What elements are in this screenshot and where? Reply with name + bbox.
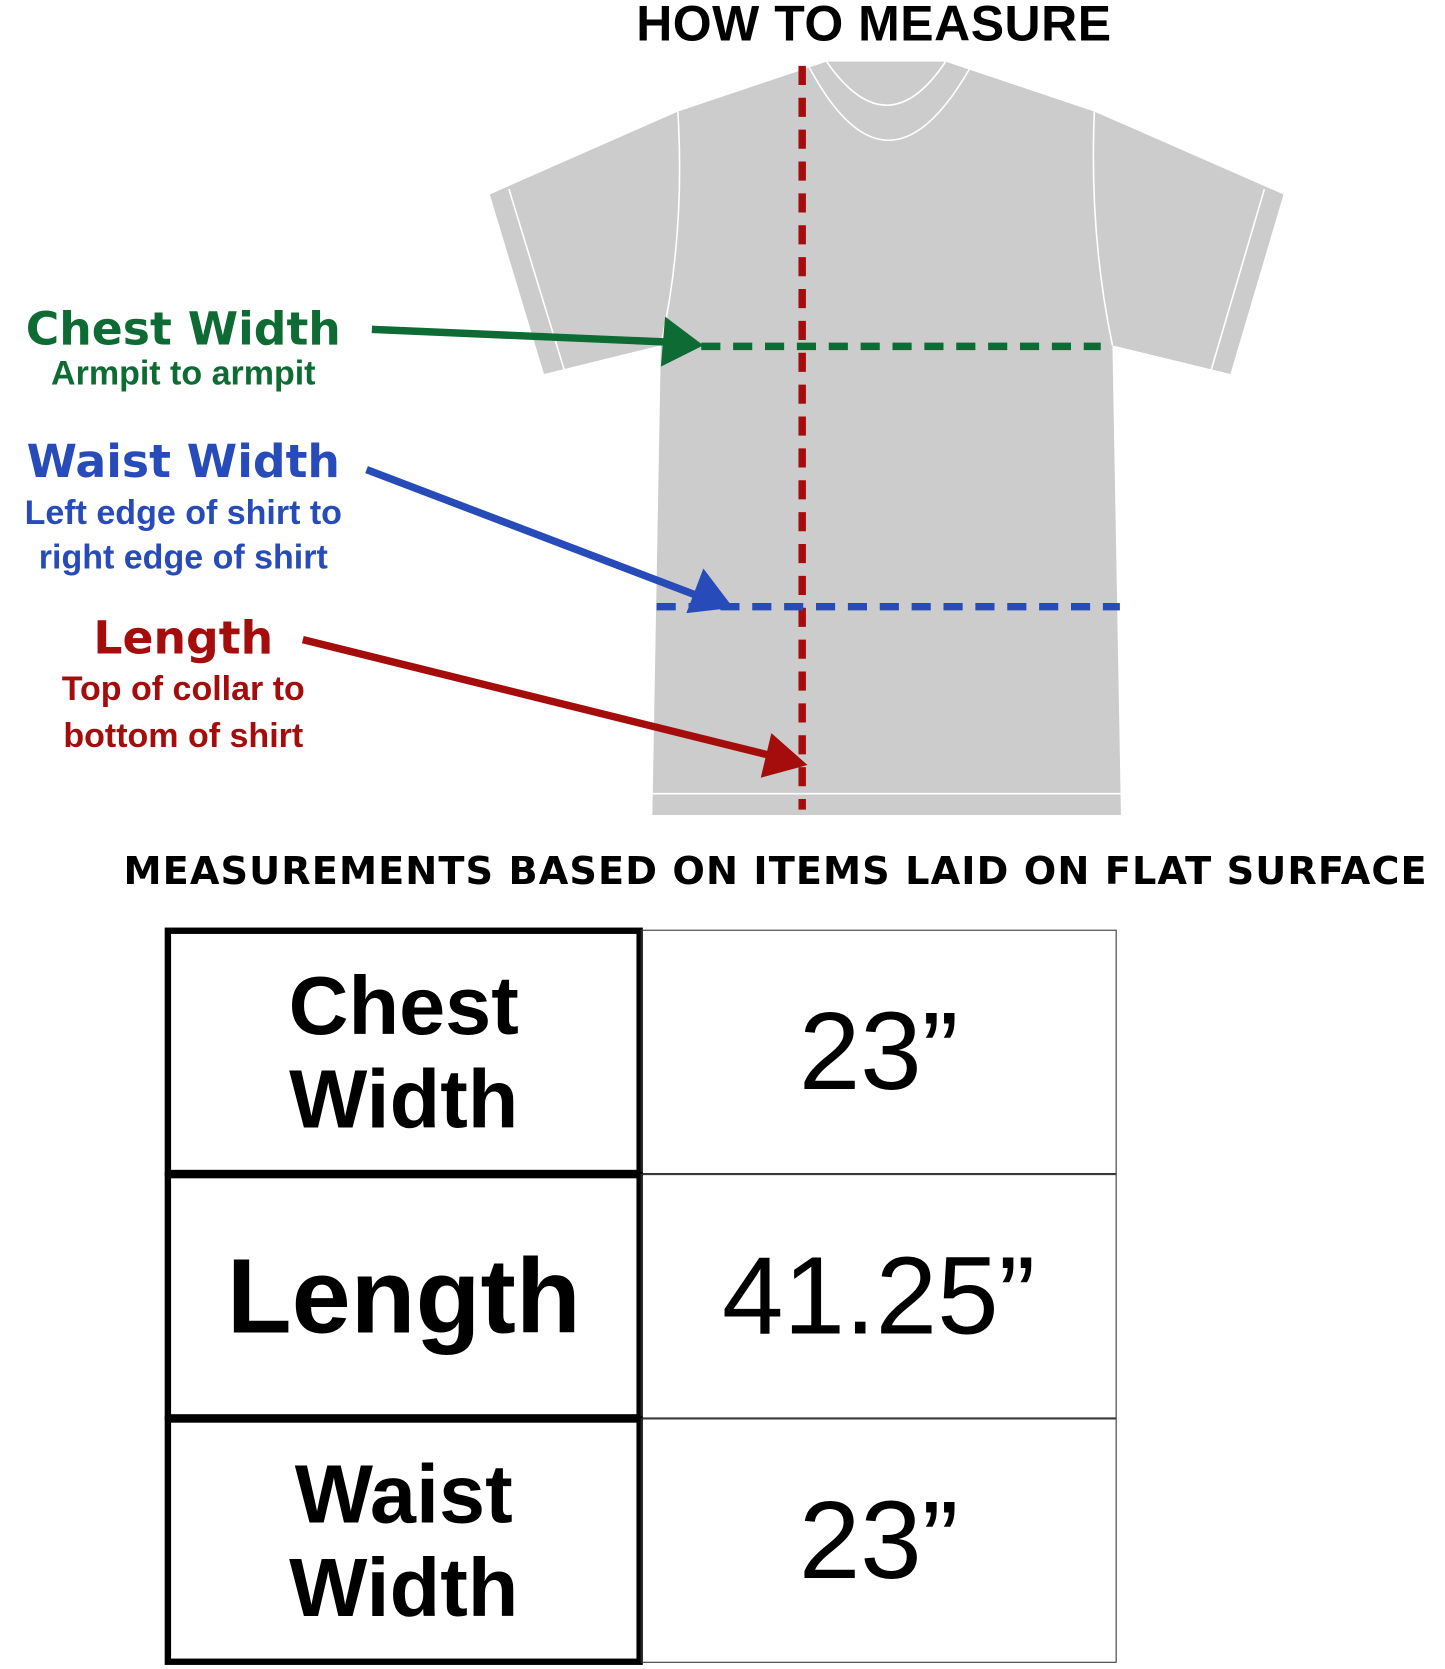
label-line: Waist [294, 1447, 513, 1541]
label-line: Width [289, 1540, 519, 1635]
waist-heading: Waist Width [26, 435, 340, 489]
label-line: Chest [288, 958, 519, 1052]
length-description-line1: Top of collar to [61, 669, 305, 708]
waist-arrow-icon [365, 466, 734, 614]
table-value-length: 41.25” [640, 1174, 1117, 1419]
seam-left [660, 111, 681, 346]
table-value-waist: 23” [640, 1418, 1117, 1663]
chest-arrow-icon [371, 316, 704, 367]
tshirt-diagram [301, 61, 1284, 815]
length-heading: Length [93, 612, 274, 666]
measurement-note: MEASUREMENTS BASED ON ITEMS LAID ON FLAT… [123, 850, 1428, 894]
tshirt-shape [489, 61, 1284, 815]
length-arrow-icon [301, 636, 808, 778]
waist-description-line2: right edge of shirt [38, 537, 328, 576]
chest-heading: Chest Width [25, 302, 341, 356]
collar-inner [825, 61, 947, 106]
length-label: Length Top of collar to bottom of shirt [0, 612, 367, 759]
sleeve-hem-right [1210, 188, 1266, 370]
label-line: Width [289, 1051, 519, 1146]
label-line: Length [226, 1236, 581, 1356]
length-description-line2: bottom of shirt [63, 716, 304, 755]
table-row-label-chest: Chest Width [164, 927, 643, 1177]
waist-description-line1: Left edge of shirt to [24, 493, 342, 532]
table-value-chest: 23” [640, 929, 1117, 1175]
table-row-label-waist: Waist Width [164, 1416, 643, 1665]
chest-description: Armpit to armpit [51, 353, 316, 393]
page-title: HOW TO MEASURE [636, 0, 1112, 51]
collar-outer [808, 67, 971, 141]
chest-label: Chest Width Armpit to armpit [0, 303, 367, 393]
table-row-label-length: Length [164, 1171, 643, 1421]
seam-right [1092, 111, 1114, 346]
waist-label: Waist Width Left edge of shirt to right … [0, 436, 367, 578]
